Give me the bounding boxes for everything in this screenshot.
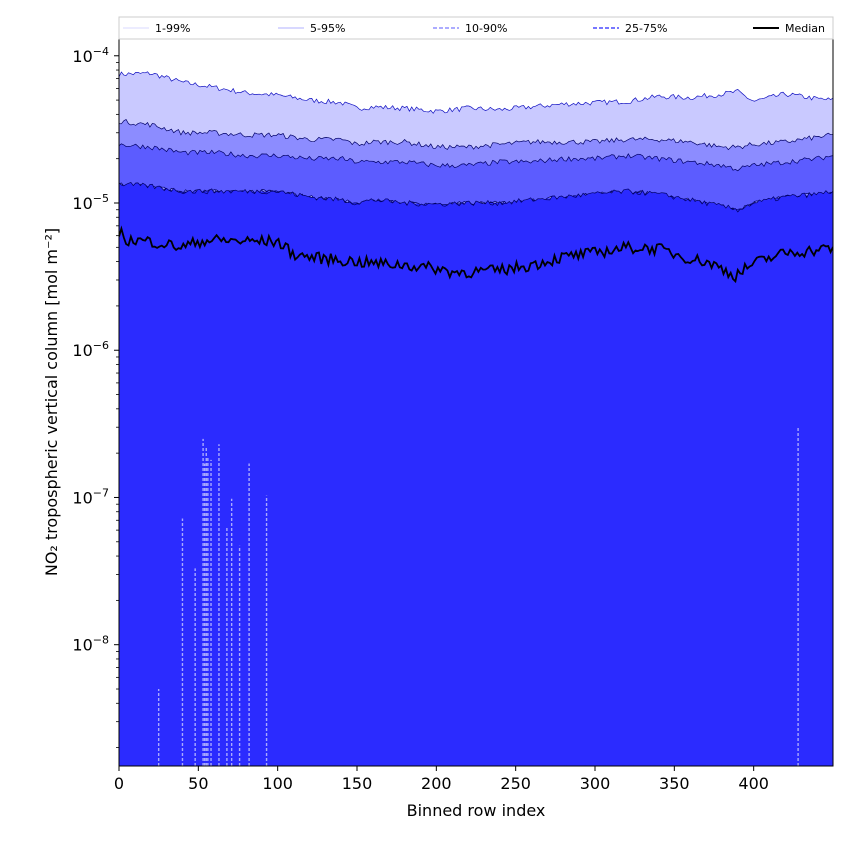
x-tick-label: 100 — [262, 774, 293, 793]
x-tick-label: 350 — [659, 774, 690, 793]
y-axis-label: NO₂ tropospheric vertical column [mol m⁻… — [42, 228, 61, 576]
x-tick-label: 250 — [500, 774, 531, 793]
x-axis-label: Binned row index — [407, 801, 546, 820]
band-25-75pct — [119, 182, 833, 766]
median-line — [119, 225, 833, 284]
y-axis: 10−8 10−7 10−6 10−5 10−4 — [72, 45, 119, 749]
band-10-90pct-upper-edge — [119, 143, 833, 172]
legend-label: 1-99% — [155, 22, 190, 35]
x-tick-label: 300 — [580, 774, 611, 793]
y-tick-label: 10−5 — [72, 192, 109, 213]
x-tick-label: 0 — [114, 774, 124, 793]
y-tick-label: 10−8 — [72, 634, 109, 655]
legend-label: 10-90% — [465, 22, 507, 35]
band-1-99pct-upper-edge — [119, 71, 833, 114]
x-tick-label: 150 — [342, 774, 373, 793]
y-tick-label: 10−6 — [72, 339, 109, 360]
band-25-75pct-upper-edge — [119, 181, 833, 213]
y-tick-label: 10−7 — [72, 486, 109, 507]
y-tick-label: 10−4 — [72, 45, 109, 66]
x-axis: 0 50 100 150 200 250 300 350 400 — [114, 766, 769, 793]
legend: 1-99% 5-95% 10-90% 25-75% Median — [118, 16, 834, 40]
legend-frame — [118, 16, 834, 40]
legend-label: Median — [785, 22, 825, 35]
x-tick-label: 50 — [188, 774, 208, 793]
legend-label: 25-75% — [625, 22, 667, 35]
legend-label: 5-95% — [310, 22, 345, 35]
x-tick-label: 200 — [421, 774, 452, 793]
band-5-95pct-upper-edge — [119, 119, 833, 151]
plot-area — [119, 71, 833, 766]
x-tick-label: 400 — [738, 774, 769, 793]
